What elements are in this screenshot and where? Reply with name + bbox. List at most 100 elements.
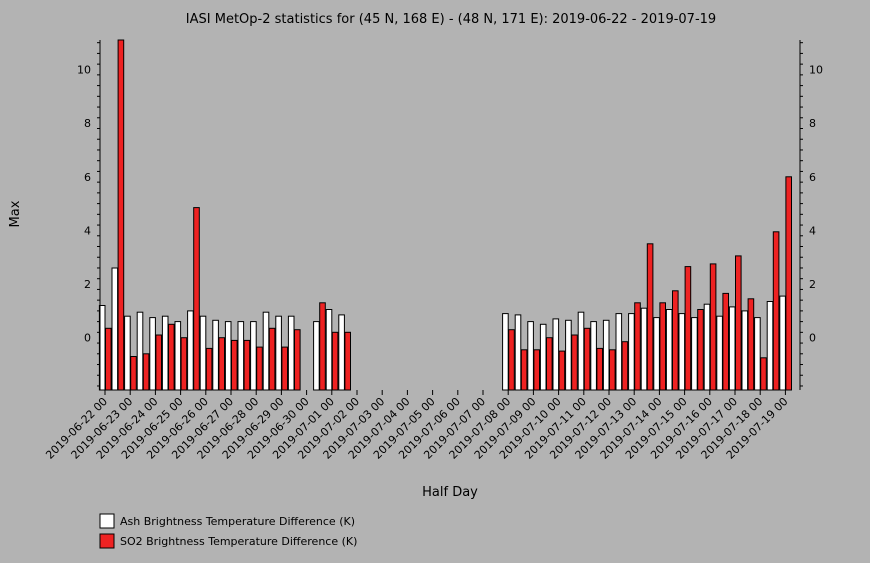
so2-bar-47 (697, 309, 704, 391)
ash-bar-36 (552, 318, 560, 391)
y-tick-label-left: 6 (84, 171, 91, 184)
so2-bar-53 (772, 231, 780, 391)
so2-bar-44 (659, 302, 667, 391)
y-tick-label-right: 2 (809, 278, 816, 291)
ash-bar-34 (527, 321, 534, 391)
ash-bar-50 (728, 306, 736, 391)
so2-bar-18 (331, 331, 339, 391)
so2-bar-4 (155, 334, 162, 391)
ash-bar-53 (766, 301, 774, 391)
ash-bar-32 (502, 313, 509, 391)
y-ticks: 0 0 2 2 4 4 6 6 8 8 10 10 (77, 42, 823, 387)
so2-bar-51 (747, 298, 755, 391)
so2-bar-49 (722, 292, 730, 391)
ash-bar-40 (602, 319, 610, 391)
ash-bar-44 (653, 317, 660, 391)
ash-bar-54 (779, 295, 786, 391)
ash-bar-10 (224, 321, 232, 391)
ash-bar-43 (640, 307, 648, 391)
legend-label-ash: Ash Brightness Temperature Difference (K… (120, 515, 355, 528)
y-tick-label-left: 2 (84, 278, 91, 291)
ash-bar-6 (174, 321, 182, 391)
ash-bar-15 (287, 315, 295, 391)
ash-bar-8 (199, 315, 207, 391)
so2-bar-13 (268, 327, 276, 391)
ash-bar-45 (665, 309, 673, 391)
axes (99, 40, 801, 390)
x-axis-label: Half Day (422, 485, 478, 500)
so2-bar-52 (760, 357, 767, 391)
y-tick-label-right: 0 (809, 332, 816, 345)
chart-title: IASI MetOp-2 statistics for (45 N, 168 E… (186, 12, 716, 27)
ash-bar-48 (703, 303, 711, 391)
ash-bar-11 (237, 321, 245, 391)
so2-bar-35 (546, 337, 553, 391)
ash-bar-9 (212, 319, 219, 391)
y-tick-label-right: 8 (809, 117, 816, 130)
ash-bar-2 (124, 315, 131, 391)
so2-bar-54 (785, 176, 793, 391)
ash-bar-49 (716, 315, 723, 391)
ash-bar-52 (754, 317, 761, 391)
ash-bar-4 (149, 317, 156, 391)
so2-bar-6 (180, 337, 188, 391)
so2-bar-5 (168, 323, 175, 391)
legend-swatch-so2 (99, 533, 115, 549)
so2-bar-41 (621, 341, 629, 391)
legend: Ash Brightness Temperature Difference (K… (99, 513, 357, 549)
so2-bar-42 (634, 302, 641, 391)
y-tick-label-right: 6 (809, 171, 816, 184)
y-tick-label-right: 4 (809, 224, 816, 237)
ash-bar-38 (577, 311, 585, 391)
so2-bar-38 (583, 327, 591, 391)
so2-bar-36 (558, 350, 566, 391)
ash-bar-19 (338, 314, 345, 391)
so2-bar-19 (344, 331, 351, 391)
y-axis-label: Max (8, 200, 23, 227)
so2-bar-43 (646, 243, 654, 391)
y-tick-label-left: 0 (84, 332, 91, 345)
y-tick-label-right: 10 (809, 64, 823, 77)
y-tick-label-left: 10 (77, 64, 91, 77)
ash-bar-7 (187, 310, 194, 391)
so2-bar-48 (709, 263, 717, 391)
legend-swatch-ash (99, 513, 115, 529)
so2-bar-12 (256, 346, 263, 391)
so2-bar-15 (294, 329, 301, 391)
ash-bar-51 (741, 310, 749, 391)
ash-bar-18 (325, 309, 333, 391)
bars (98, 39, 793, 391)
so2-bar-3 (142, 353, 150, 391)
legend-label-so2: SO2 Brightness Temperature Difference (K… (120, 535, 357, 548)
ash-bar-35 (539, 323, 547, 391)
so2-bar-2 (130, 356, 137, 391)
so2-bar-37 (571, 334, 578, 391)
so2-bar-34 (533, 349, 541, 391)
so2-bar-11 (243, 339, 251, 391)
ash-bar-14 (275, 315, 282, 391)
so2-bar-8 (205, 347, 213, 391)
so2-bar-1 (117, 39, 125, 391)
ash-bar-41 (615, 313, 623, 391)
so2-bar-32 (508, 329, 515, 391)
so2-bar-45 (672, 290, 679, 391)
ash-bar-5 (161, 315, 169, 391)
ash-bar-0 (98, 305, 106, 391)
ash-bar-17 (313, 321, 320, 391)
ash-bar-12 (250, 321, 257, 391)
so2-bar-7 (193, 207, 200, 391)
so2-bar-39 (596, 347, 604, 391)
so2-bar-33 (520, 349, 528, 391)
so2-bar-17 (319, 302, 326, 391)
ash-bar-13 (262, 311, 270, 391)
y-tick-label-left: 8 (84, 117, 91, 130)
ash-bar-3 (136, 311, 144, 391)
so2-bar-50 (735, 255, 742, 391)
so2-bar-9 (218, 337, 225, 391)
so2-bar-14 (281, 346, 288, 391)
ash-bar-37 (565, 319, 572, 391)
so2-bar-0 (105, 327, 112, 391)
